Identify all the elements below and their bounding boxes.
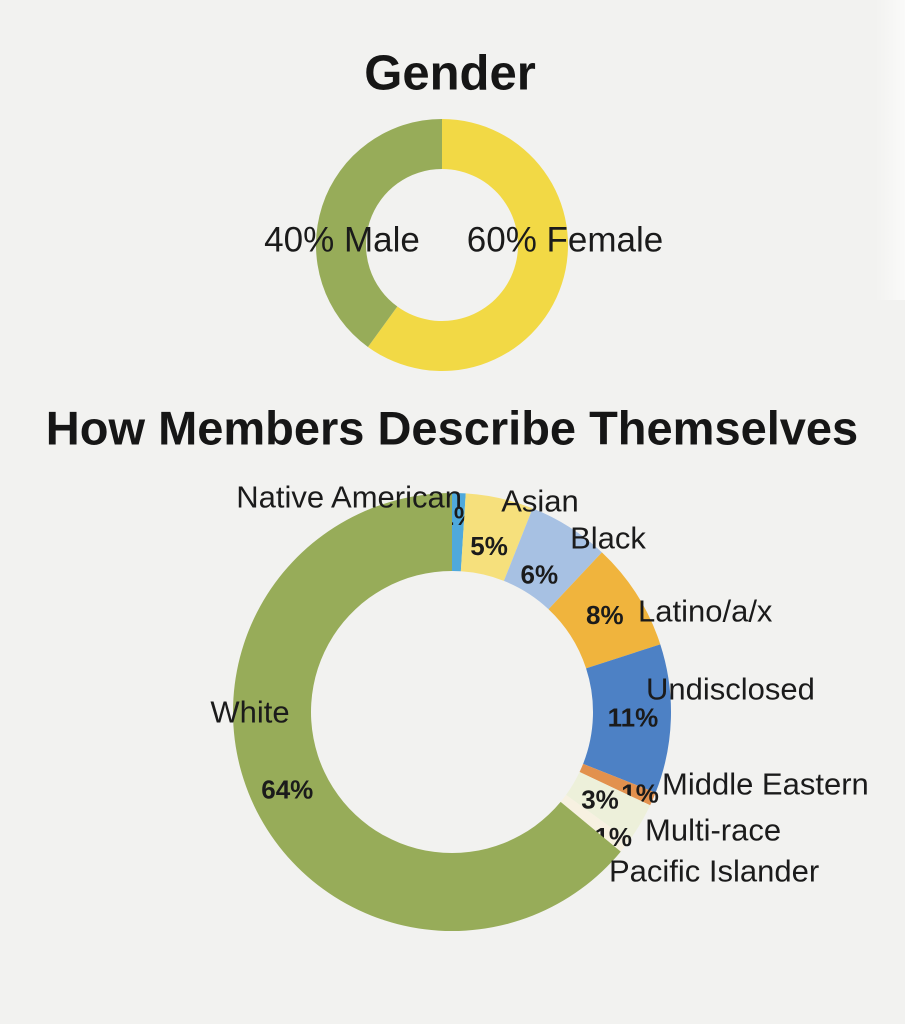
wedge-native-american bbox=[452, 493, 466, 572]
wedge-multi-race bbox=[566, 772, 651, 841]
wedge-white bbox=[233, 493, 621, 931]
wedge-middle-eastern bbox=[579, 763, 656, 806]
wedge-black bbox=[503, 508, 602, 610]
pct-label-multi-race: 3% bbox=[581, 785, 619, 815]
wedge-pacific-islander bbox=[560, 794, 630, 852]
gender-chart-title: Gender bbox=[364, 46, 536, 101]
segment-label-black: Black bbox=[570, 520, 646, 556]
segment-label-middle-eastern: Middle Eastern bbox=[662, 766, 869, 802]
pct-label-asian: 5% bbox=[470, 531, 508, 561]
segment-label-asian: Asian bbox=[501, 483, 579, 519]
members-chart-title: How Members Describe Themselves bbox=[45, 401, 859, 455]
pct-label-latino-a-x: 8% bbox=[586, 600, 624, 630]
wedge-undisclosed bbox=[583, 644, 671, 793]
wedge-asian bbox=[460, 493, 533, 581]
segment-label-latino: Latino/a/x bbox=[638, 593, 773, 629]
segment-label-pacific-islander: Pacific Islander bbox=[609, 853, 820, 889]
pct-label-white: 64% bbox=[261, 775, 313, 805]
segment-label-multi-race: Multi-race bbox=[645, 812, 782, 848]
pct-label-undisclosed: 11% bbox=[608, 703, 659, 733]
gender-label-female: 60% Female bbox=[466, 220, 664, 260]
wedge-male bbox=[315, 119, 442, 347]
wedge-latino-a-x bbox=[548, 552, 661, 669]
segment-label-undisclosed: Undisclosed bbox=[646, 671, 815, 707]
pct-label-black: 6% bbox=[521, 559, 559, 589]
segment-label-white: White bbox=[210, 694, 290, 730]
gender-label-male: 40% Male bbox=[264, 220, 420, 260]
wedge-female bbox=[367, 119, 568, 371]
segment-label-native-american: Native American bbox=[236, 479, 462, 515]
